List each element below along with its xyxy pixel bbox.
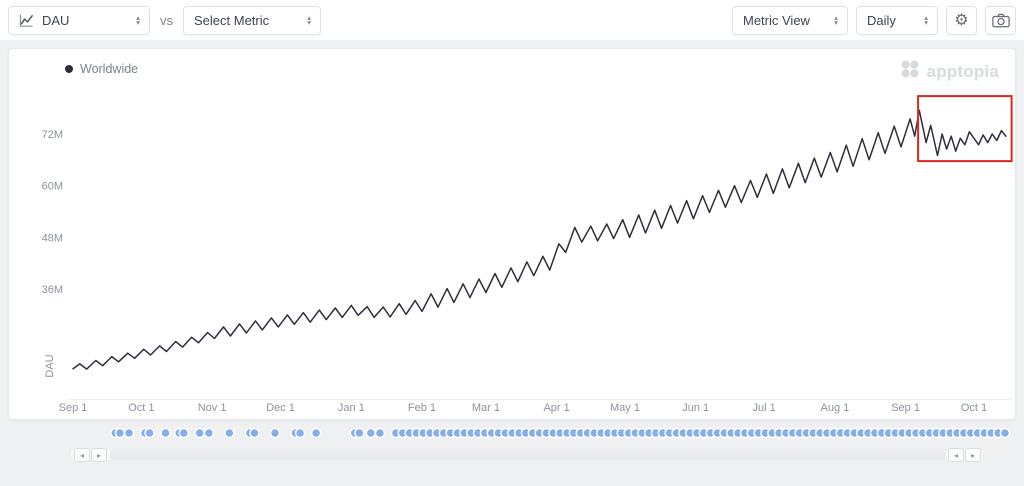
chevron-up-glyph: ▴ xyxy=(307,12,311,22)
apptopia-logo: apptopia xyxy=(900,59,999,84)
x-tick-label: Sep 1 xyxy=(59,402,88,414)
legend-label: Worldwide xyxy=(80,62,139,76)
legend-dot-icon xyxy=(65,65,73,73)
legend-worldwide[interactable]: Worldwide xyxy=(65,62,138,76)
scroll-right-group-forward-button[interactable]: ▸ xyxy=(965,448,981,462)
primary-metric-label: DAU xyxy=(42,12,70,28)
event-dot[interactable] xyxy=(123,427,135,439)
x-tick-label: Jul 1 xyxy=(752,402,775,414)
event-dot[interactable] xyxy=(178,427,190,439)
primary-metric-select[interactable]: DAU ▴ ▾ xyxy=(8,5,150,35)
apptopia-logo-icon xyxy=(900,59,920,84)
x-tick-label: Mar 1 xyxy=(472,402,500,414)
screenshot-button[interactable] xyxy=(985,5,1016,35)
vs-label: vs xyxy=(160,12,173,28)
chevron-updown-icon: ▴ ▾ xyxy=(307,12,311,27)
line-chart-icon xyxy=(19,13,34,28)
event-dot[interactable] xyxy=(249,427,260,439)
event-dot[interactable] xyxy=(194,427,205,439)
event-dot[interactable] xyxy=(354,427,365,439)
granularity-label: Daily xyxy=(867,12,896,28)
timeline-scrollbar[interactable]: ◂ ▸ ◂ ▸ xyxy=(8,448,1016,463)
dau-series-line xyxy=(72,109,1007,370)
x-tick-label: Feb 1 xyxy=(408,402,436,414)
chevron-down-glyph: ▾ xyxy=(924,18,928,27)
toolbar-left-group: DAU ▴ ▾ vs Select Metric ▴ ▾ xyxy=(8,5,321,35)
event-dot[interactable] xyxy=(374,427,386,439)
y-tick-label: 60M xyxy=(42,181,63,193)
triangle-right-icon: ▸ xyxy=(970,450,975,460)
chevron-down-glyph: ▾ xyxy=(307,18,311,27)
chevron-updown-icon: ▴ ▾ xyxy=(924,12,928,27)
x-tick-label: Oct 1 xyxy=(961,402,987,414)
chevron-updown-icon: ▴ ▾ xyxy=(136,12,140,27)
chevron-down-glyph: ▾ xyxy=(136,18,140,27)
event-markers-row[interactable] xyxy=(8,421,1016,445)
gear-icon: ⚙ xyxy=(954,10,969,29)
metric-view-select[interactable]: Metric View ▴ ▾ xyxy=(732,5,848,35)
settings-button[interactable]: ⚙ xyxy=(946,5,977,35)
y-tick-label: 48M xyxy=(42,232,63,244)
scroll-left-group-forward-button[interactable]: ▸ xyxy=(91,448,107,462)
scroll-left-group-back-button[interactable]: ◂ xyxy=(74,448,90,462)
chevron-down-glyph: ▾ xyxy=(834,18,838,27)
compare-metric-label: Select Metric xyxy=(194,12,270,28)
x-tick-label: Aug 1 xyxy=(821,402,850,414)
y-tick-label: 36M xyxy=(42,284,63,296)
toolbar: DAU ▴ ▾ vs Select Metric ▴ ▾ Metric View ▴… xyxy=(0,0,1024,40)
scrollbar-thumb[interactable] xyxy=(110,450,946,460)
camera-icon xyxy=(991,13,1010,28)
chevron-updown-icon: ▴ ▾ xyxy=(834,12,838,27)
x-tick-label: Oct 1 xyxy=(128,402,154,414)
metric-view-label: Metric View xyxy=(743,12,810,28)
event-dot[interactable] xyxy=(365,427,377,439)
triangle-right-icon: ▸ xyxy=(96,450,101,460)
event-dot[interactable] xyxy=(144,427,155,439)
x-tick-label: May 1 xyxy=(610,402,640,414)
x-tick-label: Nov 1 xyxy=(198,402,227,414)
event-dot[interactable] xyxy=(160,427,171,439)
apptopia-logo-text: apptopia xyxy=(926,61,999,81)
toolbar-right-group: Metric View ▴ ▾ Daily ▴ ▾ ⚙ xyxy=(732,5,1016,35)
y-tick-label: 72M xyxy=(42,129,63,141)
event-dot[interactable] xyxy=(114,427,126,439)
triangle-left-icon: ◂ xyxy=(953,450,958,460)
event-dot[interactable] xyxy=(203,427,215,439)
x-tick-label: Jan 1 xyxy=(338,402,365,414)
event-dot[interactable] xyxy=(999,427,1011,439)
chevron-up-glyph: ▴ xyxy=(834,12,838,22)
dau-line-chart[interactable]: 72M 60M 48M 36M Sep 1 Oct 1 Nov 1 Dec 1 Jan 1 Feb… xyxy=(9,49,1017,421)
compare-metric-select[interactable]: Select Metric ▴ ▾ xyxy=(183,5,321,35)
x-tick-label: Sep 1 xyxy=(891,402,920,414)
y-axis-title: DAU xyxy=(44,354,56,377)
chevron-up-glyph: ▴ xyxy=(924,12,928,22)
event-dot[interactable] xyxy=(294,427,306,439)
chevron-up-glyph: ▴ xyxy=(136,12,140,22)
x-tick-label: Jun 1 xyxy=(682,402,709,414)
highlight-rect xyxy=(917,95,1013,163)
x-tick-label: Dec 1 xyxy=(266,402,295,414)
event-dot[interactable] xyxy=(269,427,281,439)
triangle-left-icon: ◂ xyxy=(79,450,84,460)
chart-card: Worldwide apptopia 72M 60M 48M 36M Sep 1 Oct … xyxy=(8,48,1016,420)
event-dot[interactable] xyxy=(224,427,235,439)
x-tick-label: Apr 1 xyxy=(543,402,569,414)
event-dot[interactable] xyxy=(310,427,322,439)
scroll-right-group-back-button[interactable]: ◂ xyxy=(948,448,964,462)
granularity-select[interactable]: Daily ▴ ▾ xyxy=(856,5,938,35)
